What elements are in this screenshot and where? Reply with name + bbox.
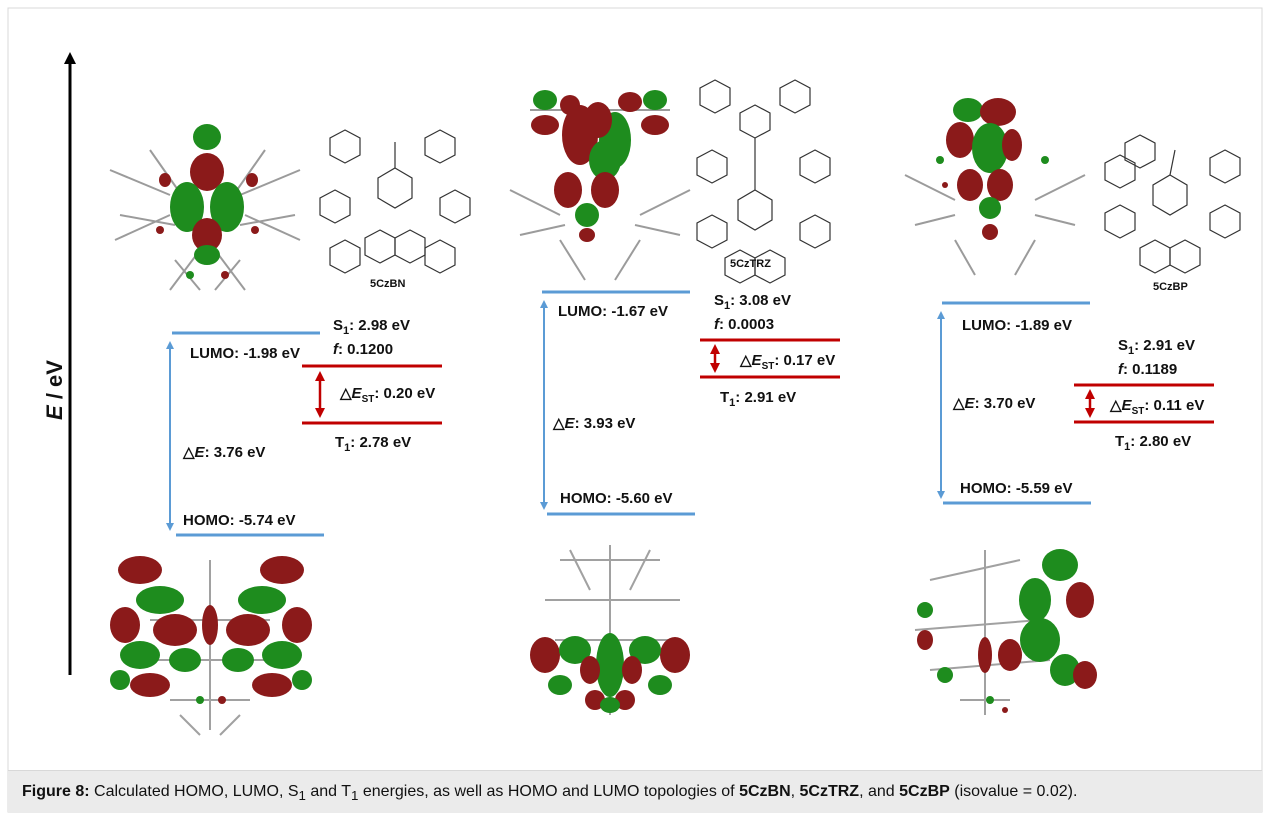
caption-compound-5cztrz: 5CzTRZ [799,783,860,800]
molecular-structure-5czbn [319,129,471,274]
lumo-orbital-render-5cztrz [509,90,691,281]
s1-label-5cztrz: S1: 3.08 eV [714,292,791,312]
caption-text: Figure 8: Calculated HOMO, LUMO, S1 and … [22,783,1077,803]
caption-sub: 1 [351,788,359,804]
homo-label-5cztrz: HOMO: -5.60 eV [560,490,673,507]
lumo-label-5czbn: LUMO: -1.98 eV [190,345,300,362]
s1-label-5czbp: S1: 2.91 eV [1118,337,1195,357]
dest-label-5czbp: △EST: 0.11 eV [1109,397,1204,417]
caption-part: , [790,783,800,800]
caption-sub: 1 [298,788,306,804]
caption-part: Calculated HOMO, LUMO, S [89,783,299,800]
lumo-orbital-render-5czbn [109,124,301,291]
lumo-label-5cztrz: LUMO: -1.67 eV [558,303,668,320]
homo-orbital-render-5czbp [914,549,1097,715]
gap-label-5czbp: △E: 3.70 eV [952,395,1035,412]
caption-part: energies, as well as HOMO and LUMO topol… [358,783,740,800]
caption-part: (isovalue = 0.02). [949,783,1078,800]
t1-label-5czbn: T1: 2.78 eV [335,434,411,454]
energy-axis-label: E / eV [42,360,67,420]
s1-label-5czbn: S1: 2.98 eV [333,317,410,337]
gap-label-5cztrz: △E: 3.93 eV [552,415,635,432]
lumo-label-5czbp: LUMO: -1.89 eV [962,317,1072,334]
homo-label-5czbn: HOMO: -5.74 eV [183,512,296,529]
caption-compound-5czbn: 5CzBN [739,783,791,800]
compound-name-5czbn: 5CzBN [370,278,406,290]
figure-caption: Figure 8: Calculated HOMO, LUMO, S1 and … [8,770,1262,813]
t1-label-5cztrz: T1: 2.91 eV [720,389,796,409]
homo-orbital-render-5czbn [110,556,312,736]
f-label-5czbp: f: 0.1189 [1118,361,1177,378]
compound-name-5cztrz: 5CzTRZ [730,258,771,270]
caption-label: Figure 8: [22,783,90,800]
t1-label-5czbp: T1: 2.80 eV [1115,433,1191,453]
f-label-5cztrz: f: 0.0003 [714,316,774,333]
caption-part: and T [305,783,352,800]
gap-label-5czbn: △E: 3.76 eV [182,444,265,461]
dest-label-5cztrz: △EST: 0.17 eV [739,352,835,372]
f-label-5czbn: f: 0.1200 [333,341,393,358]
caption-part: , and [859,783,900,800]
molecular-structure-5czbp [1104,134,1241,274]
figure-frame [7,7,1263,813]
molecular-structure-5cztrz [696,79,831,284]
compound-5cztrz: 5CzTRZ LUMO: -1.67 eV HOMO: -5.60 eV △E:… [509,79,840,715]
caption-compound-5czbp: 5CzBP [899,783,950,800]
compound-5czbn: 5CzBN LUMO: -1.98 eV HOMO: -5.74 eV △E: … [109,124,471,736]
dest-label-5czbn: △EST: 0.20 eV [339,385,435,405]
homo-orbital-render-5cztrz [530,545,690,715]
compound-5czbp: 5CzBP LUMO: -1.89 eV HOMO: -5.59 eV △E: … [904,98,1241,715]
lumo-orbital-render-5czbp [904,98,1086,276]
homo-label-5czbp: HOMO: -5.59 eV [960,480,1073,497]
compound-name-5czbp: 5CzBP [1153,281,1188,293]
